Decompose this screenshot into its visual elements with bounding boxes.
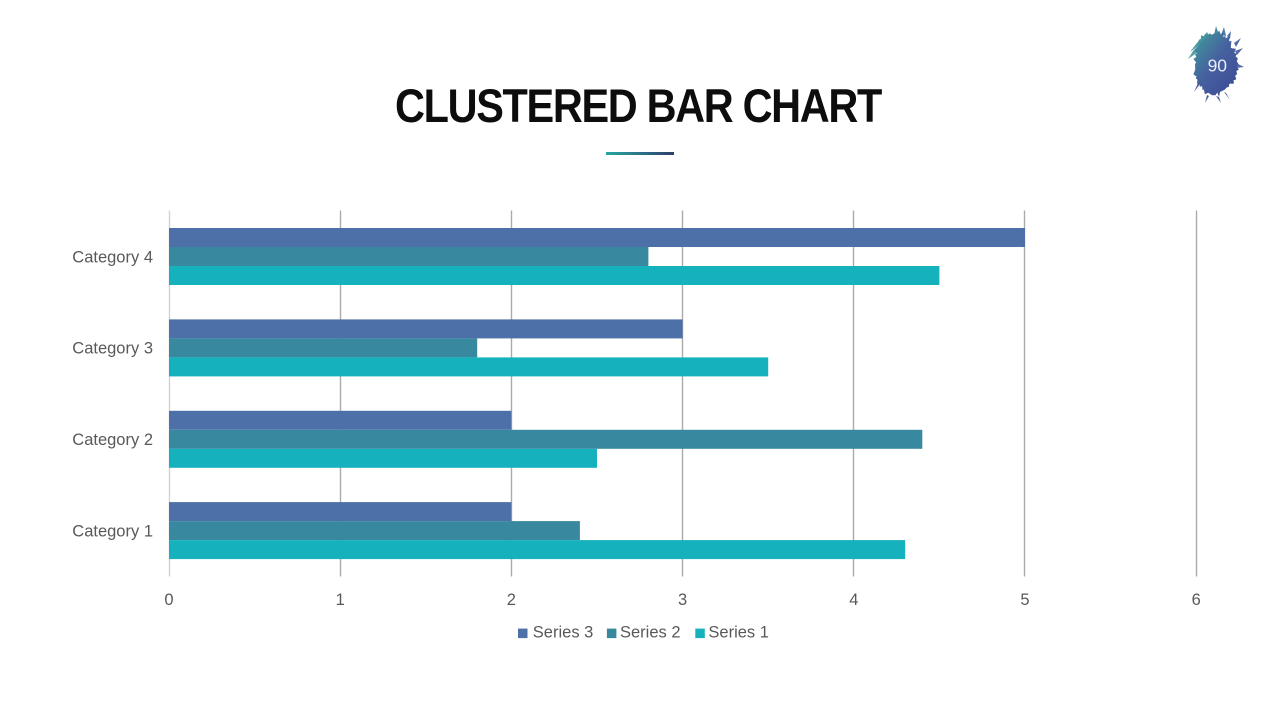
- svg-text:0: 0: [164, 591, 173, 609]
- svg-text:Series 3: Series 3: [533, 623, 594, 641]
- svg-text:6: 6: [1192, 591, 1201, 609]
- svg-text:Series 2: Series 2: [620, 623, 681, 641]
- svg-text:1: 1: [336, 591, 345, 609]
- svg-text:3: 3: [678, 591, 687, 609]
- svg-text:4: 4: [849, 591, 858, 609]
- svg-text:5: 5: [1020, 591, 1029, 609]
- svg-text:Category 3: Category 3: [72, 340, 153, 358]
- svg-text:2: 2: [507, 591, 516, 609]
- svg-text:Category 4: Category 4: [72, 248, 153, 266]
- svg-text:Category 1: Category 1: [72, 523, 153, 541]
- svg-text:Series 1: Series 1: [708, 623, 769, 641]
- svg-text:90: 90: [1208, 55, 1228, 75]
- svg-text:Category 2: Category 2: [72, 431, 153, 449]
